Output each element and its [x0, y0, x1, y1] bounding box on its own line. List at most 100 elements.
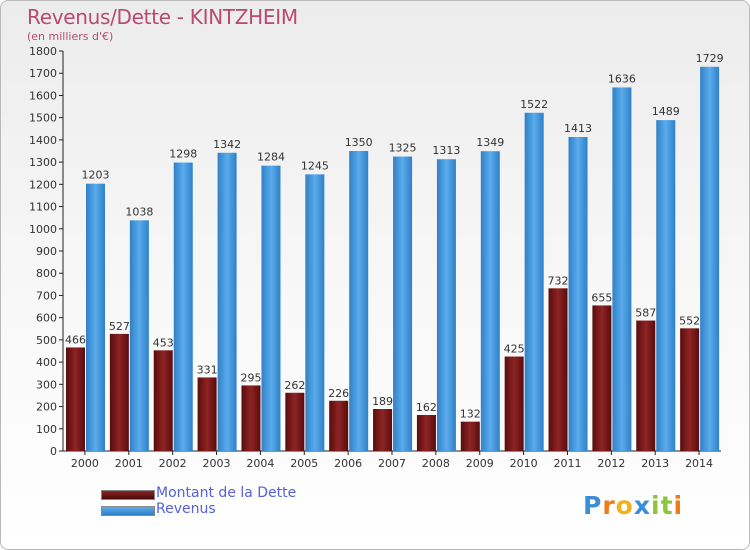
y-tick-label: 1300 — [29, 156, 57, 169]
logo-letter: r — [602, 491, 616, 520]
bar-revenus-2013 — [656, 120, 676, 451]
bar-revenus-2000 — [86, 183, 105, 451]
y-tick-label: 1100 — [29, 201, 57, 214]
bar-dette-2008 — [416, 415, 436, 451]
bar-revenus-2003 — [217, 152, 237, 451]
bar-dette-2003 — [197, 377, 217, 451]
logo-letter: o — [615, 491, 634, 520]
bar-revenus-2014 — [700, 66, 720, 452]
bar-revenus-2011 — [568, 137, 588, 451]
y-tick-label: 1700 — [29, 67, 57, 80]
data-label-dette-2003: 331 — [197, 363, 218, 376]
y-tick-label: 1500 — [29, 112, 57, 125]
data-label-dette-2009: 132 — [460, 408, 481, 421]
x-tick-label: 2005 — [290, 457, 318, 470]
data-label-revenus-2012: 1636 — [608, 72, 636, 85]
y-tick-label: 400 — [36, 356, 57, 369]
x-tick-label: 2009 — [466, 457, 494, 470]
legend-label-dette: Montant de la Dette — [156, 485, 297, 501]
data-label-dette-2000: 466 — [65, 333, 86, 346]
data-label-revenus-2008: 1313 — [432, 144, 460, 157]
bar-revenus-2010 — [524, 112, 544, 452]
logo-letter: i — [651, 491, 661, 520]
y-tick-label: 300 — [36, 378, 57, 391]
data-label-dette-2001: 527 — [109, 320, 130, 333]
data-label-dette-2012: 655 — [591, 291, 612, 304]
y-tick-label: 1800 — [29, 45, 57, 58]
bar-dette-2005 — [285, 392, 305, 451]
bar-dette-2001 — [109, 333, 129, 451]
data-label-revenus-2007: 1325 — [389, 142, 417, 155]
legend-label-revenus: Revenus — [156, 501, 216, 517]
x-tick-label: 2007 — [378, 457, 406, 470]
data-label-revenus-2014: 1729 — [696, 52, 724, 65]
bar-dette-2000 — [66, 347, 85, 451]
data-label-dette-2005: 262 — [284, 379, 305, 392]
legend-swatch-dette — [101, 490, 155, 500]
bar-dette-2014 — [680, 328, 700, 451]
y-tick-label: 200 — [36, 401, 57, 414]
legend-swatch-revenus — [101, 506, 155, 516]
bar-dette-2006 — [329, 400, 349, 451]
data-label-revenus-2003: 1342 — [213, 138, 241, 151]
data-label-revenus-2000: 1203 — [82, 169, 110, 182]
bar-dette-2011 — [548, 288, 568, 451]
x-tick-label: 2004 — [246, 457, 274, 470]
logo-letter: x — [633, 491, 651, 520]
chart-subtitle: (en milliers d'€) — [27, 30, 114, 43]
data-label-dette-2007: 189 — [372, 395, 393, 408]
data-label-dette-2010: 425 — [504, 343, 525, 356]
x-axis: 2000 2001 2002 2003 2004 2005 2006 2007 2008 2009… — [63, 450, 721, 470]
y-tick-label: 1200 — [29, 178, 57, 191]
bar-revenus-2012 — [612, 87, 632, 451]
y-tick-label: 100 — [36, 423, 57, 436]
data-label-revenus-2009: 1349 — [476, 136, 504, 149]
data-label-revenus-2004: 1284 — [257, 151, 285, 164]
y-tick-label: 500 — [36, 334, 57, 347]
data-label-dette-2014: 552 — [679, 314, 700, 327]
bar-revenus-2009 — [480, 151, 500, 451]
bar-revenus-2007 — [393, 156, 413, 452]
x-tick-label: 2008 — [422, 457, 450, 470]
x-tick-label: 2001 — [115, 457, 143, 470]
x-tick-label: 2000 — [71, 457, 99, 470]
y-tick-label: 600 — [36, 312, 57, 325]
y-tick-label: 800 — [36, 267, 57, 280]
y-tick-label: 700 — [36, 289, 57, 302]
y-tick-label: 900 — [36, 245, 57, 258]
bar-revenus-2006 — [349, 151, 369, 451]
x-tick-label: 2003 — [203, 457, 231, 470]
logo-letter: P — [583, 491, 603, 520]
bar-dette-2013 — [636, 320, 656, 451]
bar-dette-2010 — [504, 356, 524, 451]
data-label-dette-2011: 732 — [548, 274, 569, 287]
data-labels: 466 1203 527 1038 453 1298 331 1342 295 1284 262 12… — [65, 52, 724, 421]
chart-title: Revenus/Dette - KINTZHEIM — [27, 5, 298, 29]
proxiti-logo: Proxiti — [583, 491, 683, 520]
data-label-dette-2013: 587 — [635, 307, 656, 320]
y-tick-label: 1400 — [29, 134, 57, 147]
bar-revenus-2004 — [261, 165, 281, 451]
data-label-revenus-2005: 1245 — [301, 159, 329, 172]
bar-revenus-2001 — [129, 220, 149, 451]
data-label-revenus-2002: 1298 — [169, 148, 197, 161]
bar-dette-2012 — [592, 305, 612, 451]
data-label-dette-2002: 453 — [153, 336, 174, 349]
x-tick-label: 2014 — [685, 457, 713, 470]
data-label-revenus-2011: 1413 — [564, 122, 592, 135]
data-label-dette-2004: 295 — [240, 371, 261, 384]
x-tick-label: 2010 — [510, 457, 538, 470]
logo-letter: i — [673, 491, 684, 520]
logo-letter: t — [660, 491, 674, 520]
y-tick-label: 0 — [50, 445, 57, 458]
bar-dette-2007 — [373, 409, 393, 451]
data-label-revenus-2006: 1350 — [345, 136, 373, 149]
x-tick-label: 2011 — [553, 457, 581, 470]
x-tick-label: 2006 — [334, 457, 362, 470]
bar-dette-2002 — [153, 350, 173, 451]
data-label-revenus-2001: 1038 — [125, 205, 153, 218]
data-label-dette-2006: 226 — [328, 387, 349, 400]
data-label-revenus-2010: 1522 — [520, 98, 548, 111]
